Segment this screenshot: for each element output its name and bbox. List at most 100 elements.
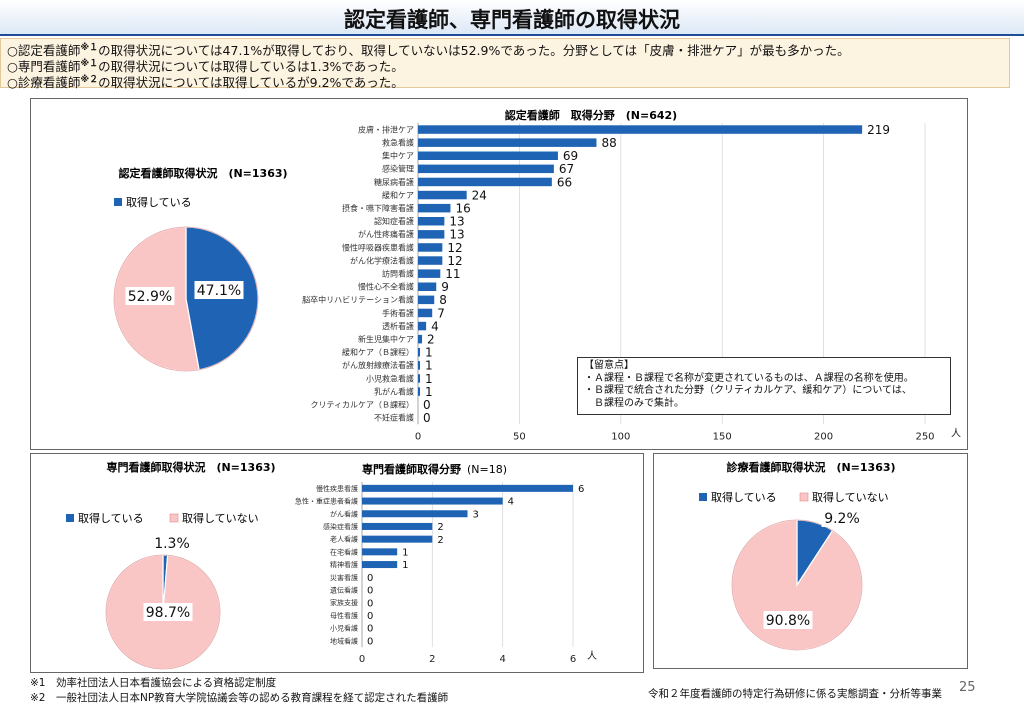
cert-bar-bar-5 [418, 190, 467, 200]
spec-bar-category-label-1: 急性・重症患者看護 [295, 497, 358, 506]
cert-bar-value-label-0: 219 [867, 123, 890, 137]
cert-bar-bar-14 [418, 308, 433, 318]
cert-bar-value-label-1: 88 [601, 136, 616, 150]
cert-bar-category-label-0: 皮膚・排泄ケア [358, 124, 414, 134]
source-text: 令和２年度看護師の特定行為研修に係る実態調査・分析等事業 [648, 688, 942, 700]
note-heading: 【留意点】 [584, 360, 634, 371]
cert-bar-category-label-7: 認知症看護 [374, 216, 414, 226]
cert-bar-bar-18 [418, 361, 421, 370]
cert-bar-category-label-19: 小児救急看護 [366, 373, 414, 383]
cert-bar-category-label-10: がん化学療法看護 [350, 255, 414, 265]
spec-bar-bar-2 [362, 510, 468, 518]
cert-bar-category-label-17: 緩和ケア（Ｂ課程） [342, 347, 414, 357]
spec-legend-swatch-2 [169, 513, 179, 523]
cert-bar-category-label-12: 慢性心不全看護 [358, 282, 414, 292]
cert-bar-bar-12 [418, 282, 437, 291]
cert-bar-tick-label-5: 250 [915, 431, 934, 442]
cert-bar-value-label-21: 0 [423, 398, 431, 412]
note-line-2: ・Ｂ課程で統合された分野（クリティカルケア、緩和ケア）については、 [584, 385, 912, 396]
spec-bar-bar-1 [362, 497, 503, 505]
spec-pie-label-bg-0 [151, 534, 193, 552]
cert-bar-category-label-6: 摂食・嚥下障害看護 [342, 203, 414, 213]
spec-bar-bar-3 [362, 522, 433, 530]
cert-bar-value-label-19: 1 [425, 372, 433, 386]
spec-pie-title: 専門看護師取得状況 (N=1363) [106, 460, 275, 474]
summary-line-2: ○専門看護師※１の取得状況については取得しているは1.3%であった。 [7, 59, 404, 75]
cert-bar-bar-17 [418, 348, 421, 357]
cert-bar-value-label-11: 11 [445, 267, 460, 281]
cert-bar-tick-label-3: 150 [713, 431, 732, 442]
cert-pie-legend-swatch [114, 198, 122, 206]
spec-pie: 1.3% 98.7% [105, 534, 221, 670]
cert-bar-bar-7 [418, 217, 445, 226]
np-pie-title: 診療看護師取得状況 (N=1363) [726, 460, 895, 474]
cert-bar-category-label-16: 新生児集中ケア [358, 334, 414, 344]
spec-bar-category-label-3: 感染症看護 [323, 522, 358, 531]
spec-bar-bar-6 [362, 561, 398, 569]
page-title: 認定看護師、専門看護師の取得状況 [344, 8, 680, 32]
cert-bar-bar-8 [418, 230, 445, 239]
spec-bar-value-label-8: 0 [367, 586, 373, 597]
np-legend-swatch-1 [699, 493, 707, 501]
spec-bar-value-label-5: 1 [402, 547, 408, 558]
cert-pie-label-0: 47.1% [197, 283, 241, 299]
spec-bar-category-label-7: 災害看護 [330, 573, 358, 582]
cert-pie-legend-label: 取得している [126, 196, 192, 209]
cert-bar-category-label-14: 手術看護 [382, 308, 414, 318]
cert-bar-category-label-9: 慢性呼吸器疾患看護 [342, 242, 414, 252]
spec-bar-value-label-3: 2 [437, 522, 443, 533]
spec-bar-value-label-0: 6 [578, 484, 584, 495]
cert-bar-value-label-18: 1 [425, 359, 433, 373]
cert-bar-value-label-8: 13 [449, 228, 464, 242]
cert-bar-bar-3 [418, 164, 554, 174]
specialist-nurse-panel: 専門看護師取得状況 (N=1363) 取得している 取得していない 1.3% 98… [30, 453, 644, 673]
spec-bar-value-label-6: 1 [402, 560, 408, 571]
spec-bar-value-label-1: 4 [508, 497, 514, 508]
summary-box: ○認定看護師※１の取得状況については47.1%が取得しており、取得していないは5… [0, 38, 1010, 91]
spec-bar-category-label-8: 遺伝看護 [330, 585, 358, 594]
cert-bar-value-label-22: 0 [423, 411, 431, 425]
np-pie-slice-1 [731, 519, 863, 651]
spec-bar-category-label-2: がん看護 [330, 509, 358, 518]
spec-bar-category-label-9: 家族支援 [330, 598, 358, 607]
cert-bar-category-label-11: 訪問看護 [382, 269, 414, 279]
cert-bar-bar-0 [418, 125, 863, 134]
cert-bar-value-label-5: 24 [472, 188, 487, 202]
spec-legend-label-1: 取得している [78, 512, 144, 525]
cert-bar-tick-label-1: 50 [513, 431, 526, 442]
page-number: 25 [959, 680, 976, 695]
cert-bar-title: 認定看護師 取得分野 (N=642) [505, 108, 677, 122]
certified-nurse-charts: 認定看護師取得状況 (N=1363) 取得している 47.1% 52.9% 認定看… [113, 108, 961, 442]
cert-bar-bar-1 [418, 138, 597, 147]
certified-nurse-panel: 認定看護師取得状況 (N=1363) 取得している 47.1% 52.9% 認定看… [30, 98, 968, 450]
cert-bar-value-label-14: 7 [437, 306, 445, 320]
cert-bar-category-label-18: がん放射線療法看護 [342, 360, 414, 370]
cert-bar-value-label-15: 4 [431, 319, 439, 333]
spec-bar-category-label-4: 老人看護 [330, 535, 358, 544]
spec-bar-bar-5 [362, 548, 398, 556]
cert-bar-value-label-17: 1 [425, 346, 433, 360]
spec-bar-title: 専門看護師取得分野 [362, 462, 461, 476]
np-pie-label-bg-1 [763, 611, 813, 629]
note-box: 【留意点】 ・Ａ課程・Ｂ課程で名称が変更されているものは、Ａ課程の名称を使用。 … [577, 357, 951, 415]
cert-bar-value-label-2: 69 [563, 149, 578, 163]
summary-line-1: ○認定看護師※１の取得状況については47.1%が取得しており、取得していないは5… [7, 43, 850, 59]
spec-bar-bar-4 [362, 535, 433, 543]
cert-bar-bar-13 [418, 295, 435, 305]
cert-bar-bar-16 [418, 334, 423, 344]
cert-bar-category-label-20: 乳がん看護 [374, 386, 414, 396]
cert-bar-bar-10 [418, 256, 443, 265]
cert-bar-value-label-12: 9 [441, 280, 449, 294]
spec-bar-tick-label-1: 2 [429, 654, 435, 665]
spec-bar-title-n: (N=18) [467, 463, 507, 476]
spec-pie-label-1: 98.7% [146, 605, 190, 621]
np-pie: 9.2% 90.8% [731, 509, 863, 651]
summary-line-3: ○診療看護師※２の取得状況については取得しているが9.2%であった。 [7, 75, 404, 91]
cert-bar-bar-11 [418, 269, 441, 278]
spec-bar-value-label-12: 0 [367, 636, 373, 647]
cert-bar-tick-label-2: 100 [611, 431, 630, 442]
spec-bar-value-label-9: 0 [367, 598, 373, 609]
cert-bar-value-label-7: 13 [449, 215, 464, 229]
np-pie-label-bg-0 [821, 509, 863, 527]
spec-legend-label-2: 取得していない [182, 512, 259, 525]
